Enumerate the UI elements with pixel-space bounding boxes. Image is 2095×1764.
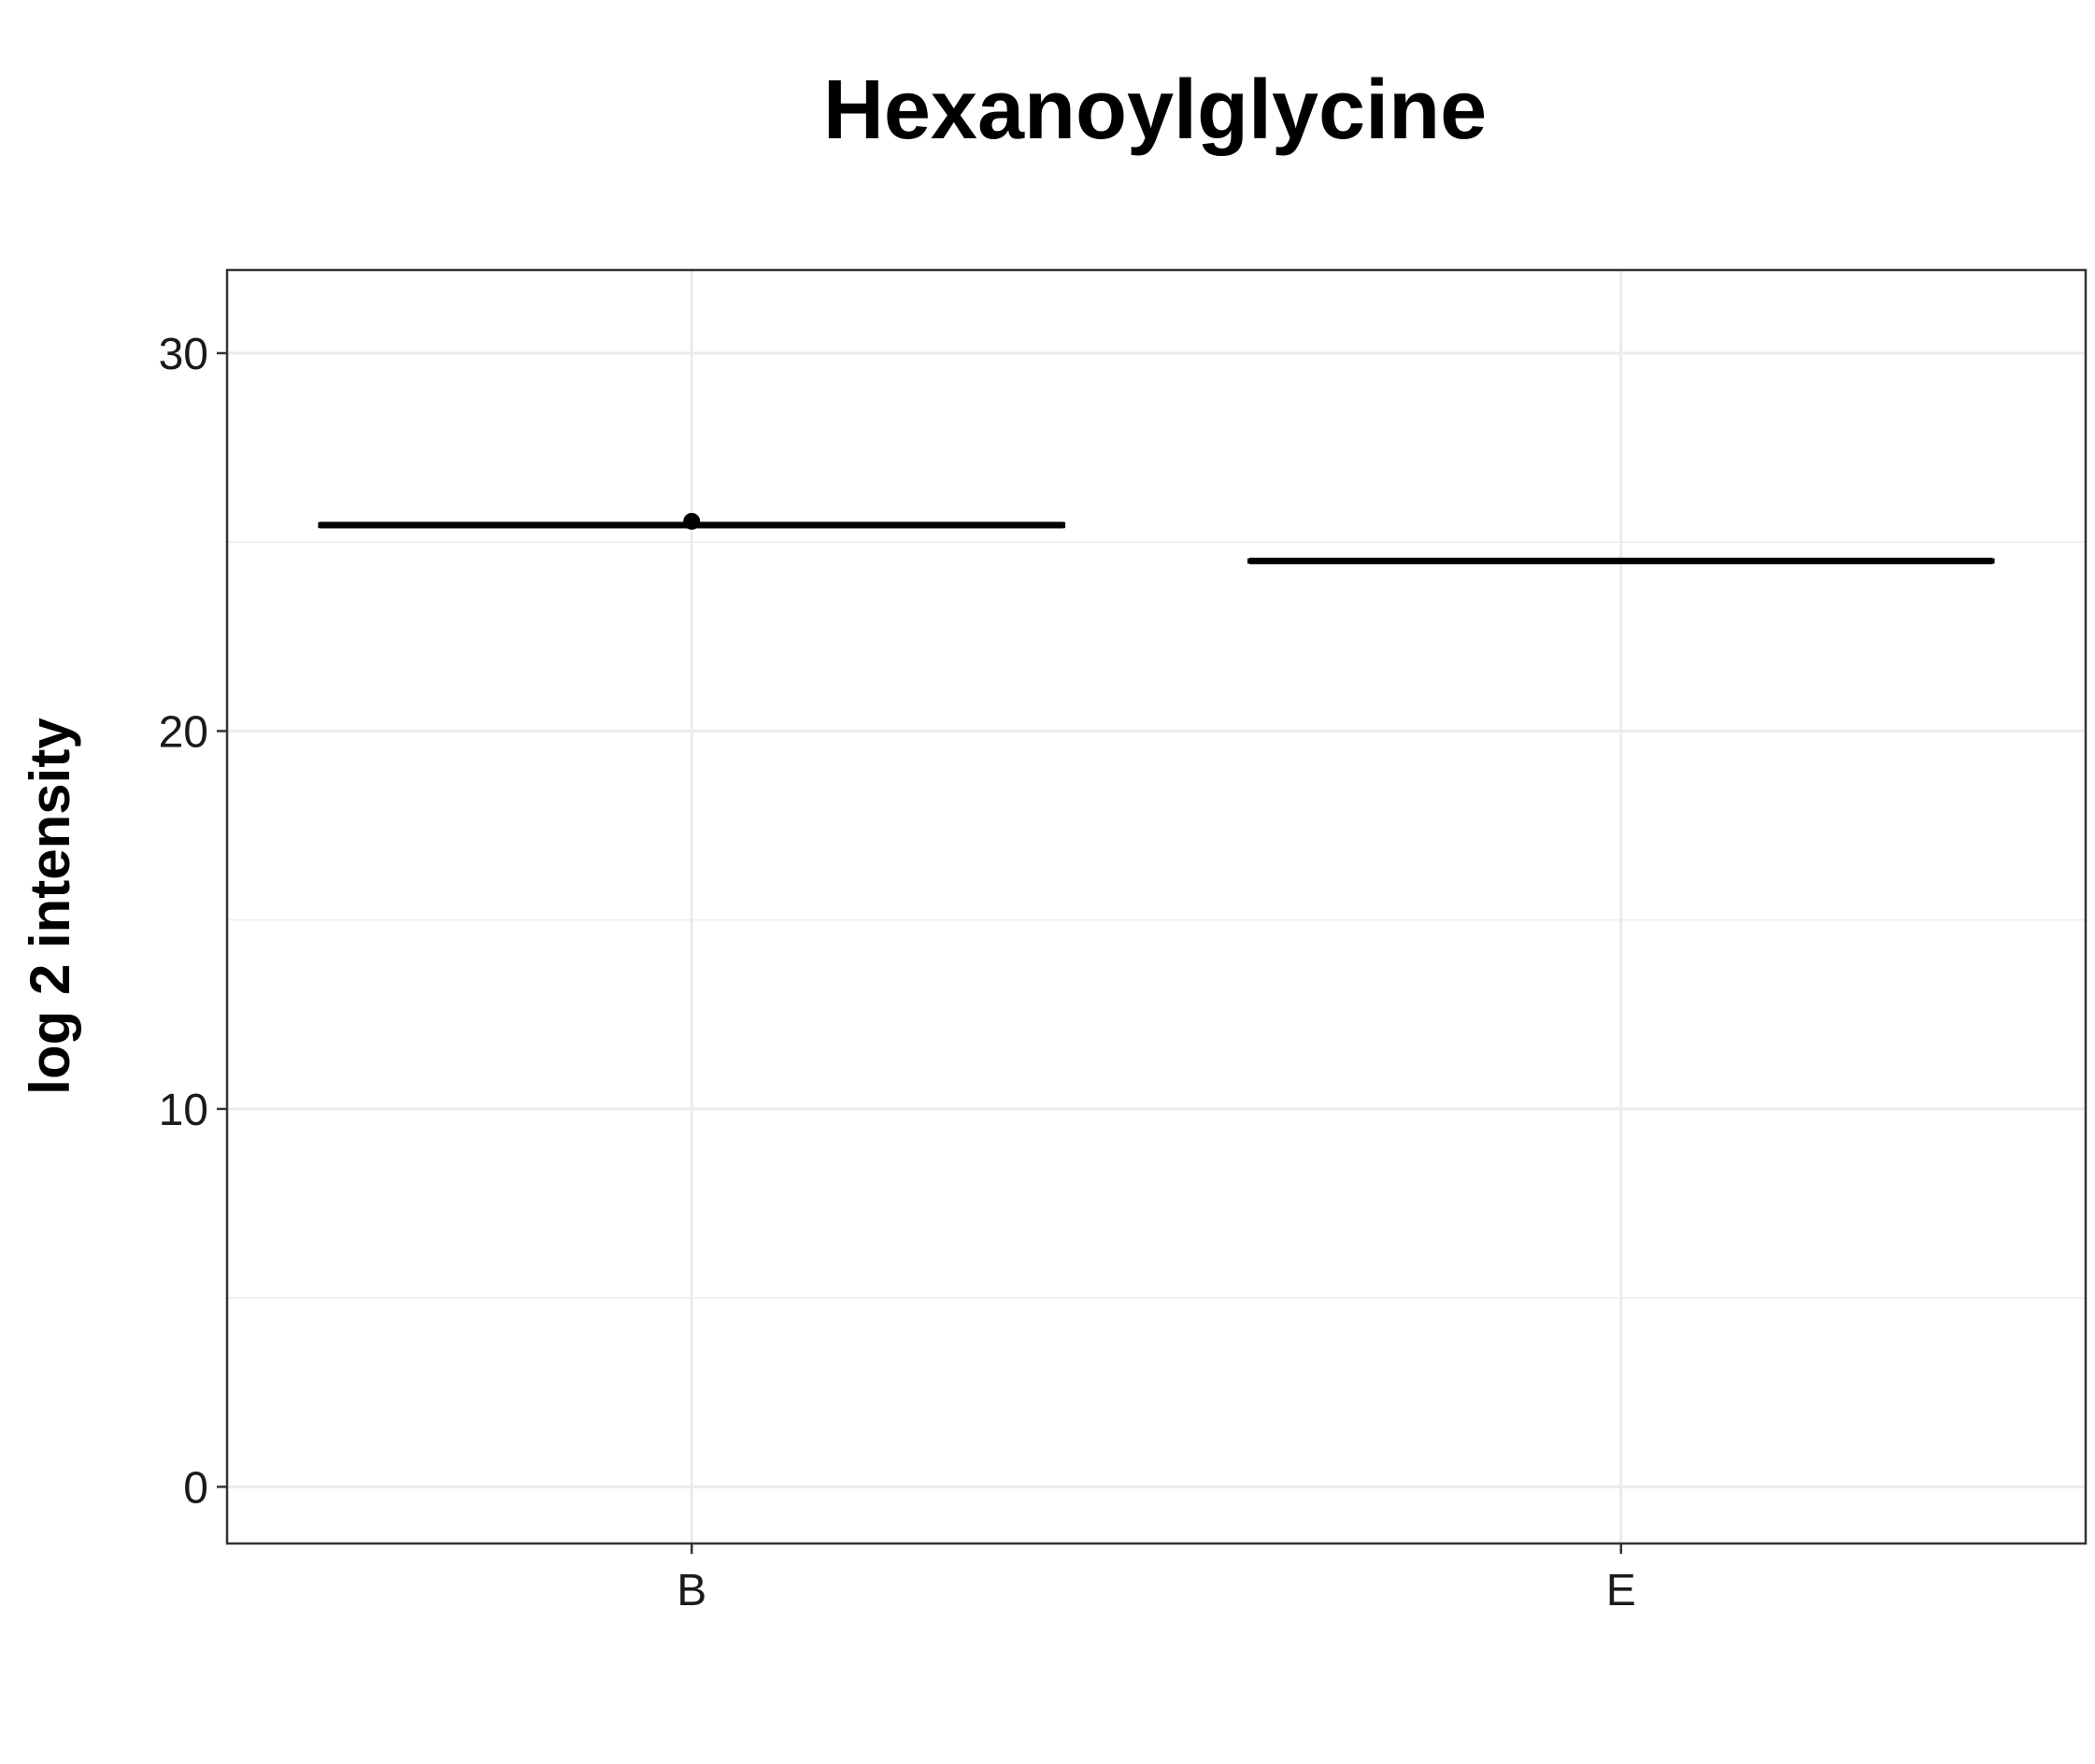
x-tick-label: E (1606, 1566, 1636, 1615)
outlier-point (683, 512, 701, 530)
box-B (318, 512, 1066, 530)
box-E (1247, 557, 1995, 564)
x-tick-label: B (677, 1566, 706, 1615)
y-tick-label: 20 (159, 707, 208, 757)
chart-title: Hexanoylglycine (823, 64, 1487, 157)
y-axis-label: log 2 intensity (19, 718, 81, 1095)
boxes (318, 512, 1995, 564)
y-tick-label: 10 (159, 1086, 208, 1135)
y-tick-label: 30 (159, 330, 208, 379)
plot-border (225, 268, 2088, 1545)
grid (227, 270, 2086, 1544)
plot-background (227, 270, 2086, 1544)
y-tick-label: 0 (183, 1463, 208, 1513)
y-axis: 0 10 20 30 (159, 330, 227, 1513)
